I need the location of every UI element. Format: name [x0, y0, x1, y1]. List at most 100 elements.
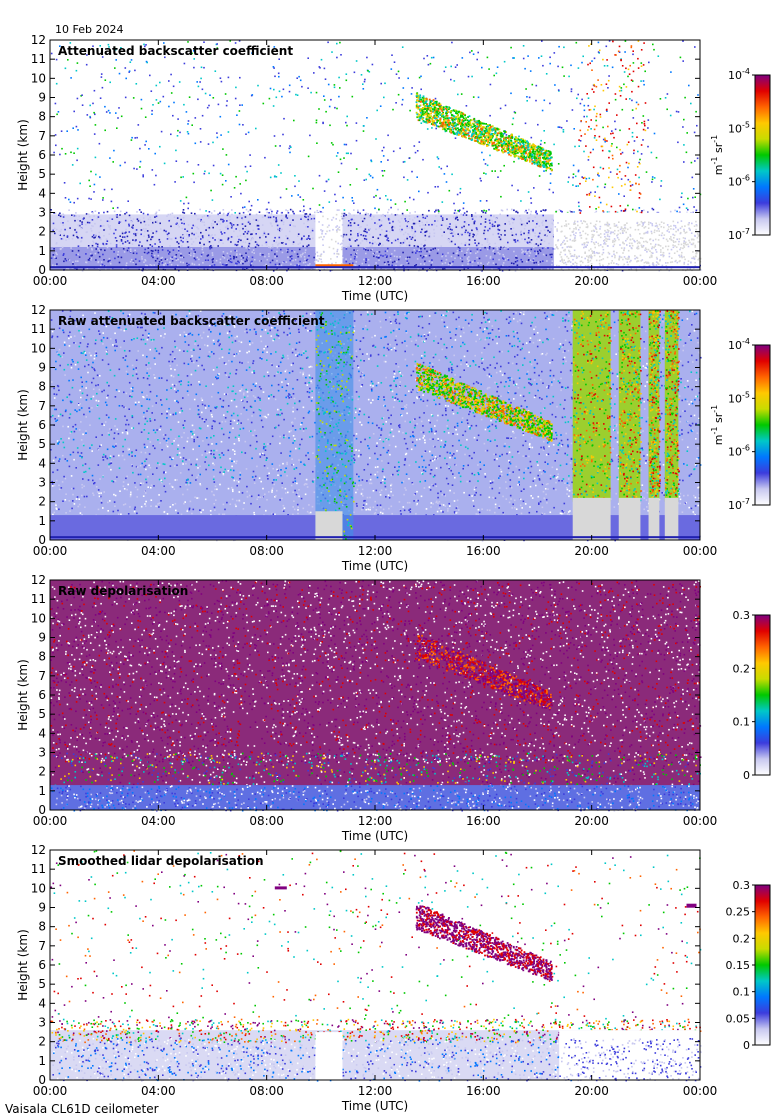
colorbar-tick-label: 10-6 — [728, 444, 750, 459]
x-tick-label: 00:00 — [683, 814, 718, 828]
x-tick-label: 00:00 — [33, 544, 68, 558]
x-tick-label: 00:00 — [33, 274, 68, 288]
x-axis-label: Time (UTC) — [341, 829, 408, 843]
y-tick-label: 2 — [38, 495, 46, 509]
x-tick-label: 00:00 — [33, 1084, 68, 1098]
y-tick-label: 12 — [31, 303, 46, 317]
y-tick-label: 5 — [38, 977, 46, 991]
panel-title: Raw attenuated backscatter coefficient — [58, 314, 325, 328]
y-tick-label: 8 — [38, 920, 46, 934]
x-axis-label: Time (UTC) — [341, 1099, 408, 1113]
y-tick-label: 12 — [31, 33, 46, 47]
heatmap-field — [50, 310, 702, 542]
x-tick-label: 04:00 — [141, 544, 176, 558]
y-tick-label: 10 — [31, 71, 46, 85]
heatmap-field — [50, 850, 702, 1082]
colorbar-tick-label: 0 — [743, 769, 750, 782]
y-tick-label: 6 — [38, 958, 46, 972]
y-tick-label: 7 — [38, 129, 46, 143]
panel-title: Raw depolarisation — [58, 584, 188, 598]
colorbar-tick-label: 0 — [743, 1039, 750, 1052]
heatmap-field — [50, 40, 702, 272]
x-tick-label: 04:00 — [141, 814, 176, 828]
y-tick-label: 3 — [38, 476, 46, 490]
y-tick-label: 6 — [38, 148, 46, 162]
y-tick-label: 10 — [31, 341, 46, 355]
colorbar-tick-label: 0.3 — [733, 609, 751, 622]
x-tick-label: 00:00 — [683, 544, 718, 558]
colorbar-tick-label: 10-5 — [728, 390, 750, 405]
x-tick-label: 04:00 — [141, 274, 176, 288]
panel-title: Smoothed lidar depolarisation — [58, 854, 264, 868]
x-tick-label: 12:00 — [358, 544, 393, 558]
y-tick-label: 8 — [38, 110, 46, 124]
y-tick-label: 0 — [38, 263, 46, 277]
x-tick-label: 16:00 — [466, 1084, 501, 1098]
colorbar-tick-label: 0.1 — [733, 716, 751, 729]
x-tick-label: 08:00 — [249, 274, 284, 288]
y-tick-label: 1 — [38, 784, 46, 798]
colorbar-tick-label: 0.25 — [726, 906, 751, 919]
x-tick-label: 08:00 — [249, 1084, 284, 1098]
colorbar-tick-label: 0.1 — [733, 986, 751, 999]
x-tick-label: 00:00 — [683, 1084, 718, 1098]
colorbar-tick-label: 10-5 — [728, 120, 750, 135]
x-tick-label: 16:00 — [466, 814, 501, 828]
y-tick-label: 3 — [38, 1016, 46, 1030]
colorbar-tick-label: 0.3 — [733, 879, 751, 892]
date-label: 10 Feb 2024 — [55, 23, 123, 36]
y-tick-label: 2 — [38, 765, 46, 779]
heatmap-field — [50, 580, 702, 812]
y-tick-label: 0 — [38, 803, 46, 817]
y-tick-label: 1 — [38, 1054, 46, 1068]
y-axis-label: Height (km) — [16, 119, 30, 190]
x-axis-label: Time (UTC) — [341, 289, 408, 303]
x-tick-label: 20:00 — [574, 544, 609, 558]
x-tick-label: 20:00 — [574, 274, 609, 288]
y-tick-label: 7 — [38, 399, 46, 413]
y-axis-label: Height (km) — [16, 659, 30, 730]
y-tick-label: 7 — [38, 669, 46, 683]
colorbar-tick-label: 10-7 — [728, 497, 750, 512]
x-tick-label: 20:00 — [574, 814, 609, 828]
panel-1: Attenuated backscatter coefficient012345… — [16, 33, 771, 303]
y-tick-label: 4 — [38, 456, 46, 470]
y-tick-label: 9 — [38, 901, 46, 915]
x-tick-label: 12:00 — [358, 274, 393, 288]
y-tick-label: 12 — [31, 573, 46, 587]
y-axis-label: Height (km) — [16, 929, 30, 1000]
y-tick-label: 6 — [38, 688, 46, 702]
y-tick-label: 10 — [31, 881, 46, 895]
y-tick-label: 6 — [38, 418, 46, 432]
x-tick-label: 12:00 — [358, 814, 393, 828]
y-tick-label: 8 — [38, 380, 46, 394]
y-tick-label: 4 — [38, 726, 46, 740]
y-tick-label: 4 — [38, 186, 46, 200]
y-tick-label: 8 — [38, 650, 46, 664]
colorbar-tick-label: 0.15 — [726, 959, 751, 972]
y-tick-label: 4 — [38, 996, 46, 1010]
y-tick-label: 3 — [38, 746, 46, 760]
y-tick-label: 5 — [38, 437, 46, 451]
x-tick-label: 16:00 — [466, 544, 501, 558]
colorbar — [754, 884, 771, 1046]
colorbar — [754, 344, 771, 506]
y-tick-label: 10 — [31, 611, 46, 625]
y-tick-label: 7 — [38, 939, 46, 953]
y-tick-label: 11 — [31, 52, 46, 66]
y-tick-label: 0 — [38, 533, 46, 547]
y-tick-label: 11 — [31, 862, 46, 876]
y-tick-label: 3 — [38, 206, 46, 220]
y-tick-label: 5 — [38, 707, 46, 721]
x-tick-label: 12:00 — [358, 1084, 393, 1098]
colorbar-tick-label: 10-6 — [728, 174, 750, 189]
x-tick-label: 16:00 — [466, 274, 501, 288]
y-tick-label: 0 — [38, 1073, 46, 1087]
x-tick-label: 00:00 — [683, 274, 718, 288]
y-tick-label: 2 — [38, 225, 46, 239]
y-tick-label: 1 — [38, 514, 46, 528]
x-tick-label: 20:00 — [574, 1084, 609, 1098]
y-tick-label: 12 — [31, 843, 46, 857]
panel-2: Raw attenuated backscatter coefficient 0 1… — [16, 303, 771, 573]
